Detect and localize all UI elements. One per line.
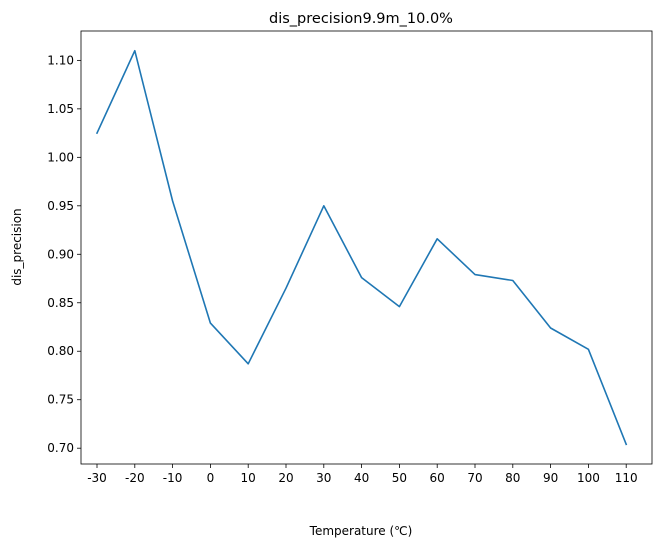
x-tick-label: -10: [163, 471, 183, 485]
x-tick-label: 20: [278, 471, 293, 485]
x-tick-label: 70: [467, 471, 482, 485]
y-tick-label: 1.10: [47, 53, 74, 67]
y-tick-label: 0.90: [47, 247, 74, 261]
x-tick-label: -30: [87, 471, 107, 485]
y-tick-label: 1.00: [47, 150, 74, 164]
plot-area: [80, 30, 653, 465]
series-line: [95, 49, 628, 446]
x-tick-label: 40: [354, 471, 369, 485]
y-axis-label: dis_precision: [10, 208, 24, 285]
y-tick-label: 0.95: [47, 199, 74, 213]
x-axis-label: Temperature (℃): [309, 524, 413, 538]
x-tick-label: 80: [505, 471, 520, 485]
x-axis: -30 -20 -10 0 10 20 30 40 50 60 70 80 90 100 110: [87, 464, 638, 485]
x-tick-label: 60: [430, 471, 445, 485]
y-tick-label: 0.70: [47, 441, 74, 455]
x-tick-label: 50: [392, 471, 407, 485]
y-axis: 0.70 0.75 0.80 0.85 0.90 0.95 1.00 1.05 1.10: [47, 53, 81, 455]
x-tick-label: 100: [577, 471, 600, 485]
x-tick-label: 30: [316, 471, 331, 485]
x-tick-label: 110: [615, 471, 638, 485]
y-tick-label: 0.80: [47, 344, 74, 358]
x-tick-label: 0: [207, 471, 215, 485]
x-tick-label: 10: [241, 471, 256, 485]
x-tick-label: -20: [125, 471, 145, 485]
y-tick-label: 0.75: [47, 393, 74, 407]
y-tick-label: 0.85: [47, 296, 74, 310]
x-tick-label: 90: [543, 471, 558, 485]
chart-title: dis_precision9.9m_10.0%: [269, 11, 453, 27]
series-group: [95, 49, 628, 446]
y-tick-label: 1.05: [47, 102, 74, 116]
